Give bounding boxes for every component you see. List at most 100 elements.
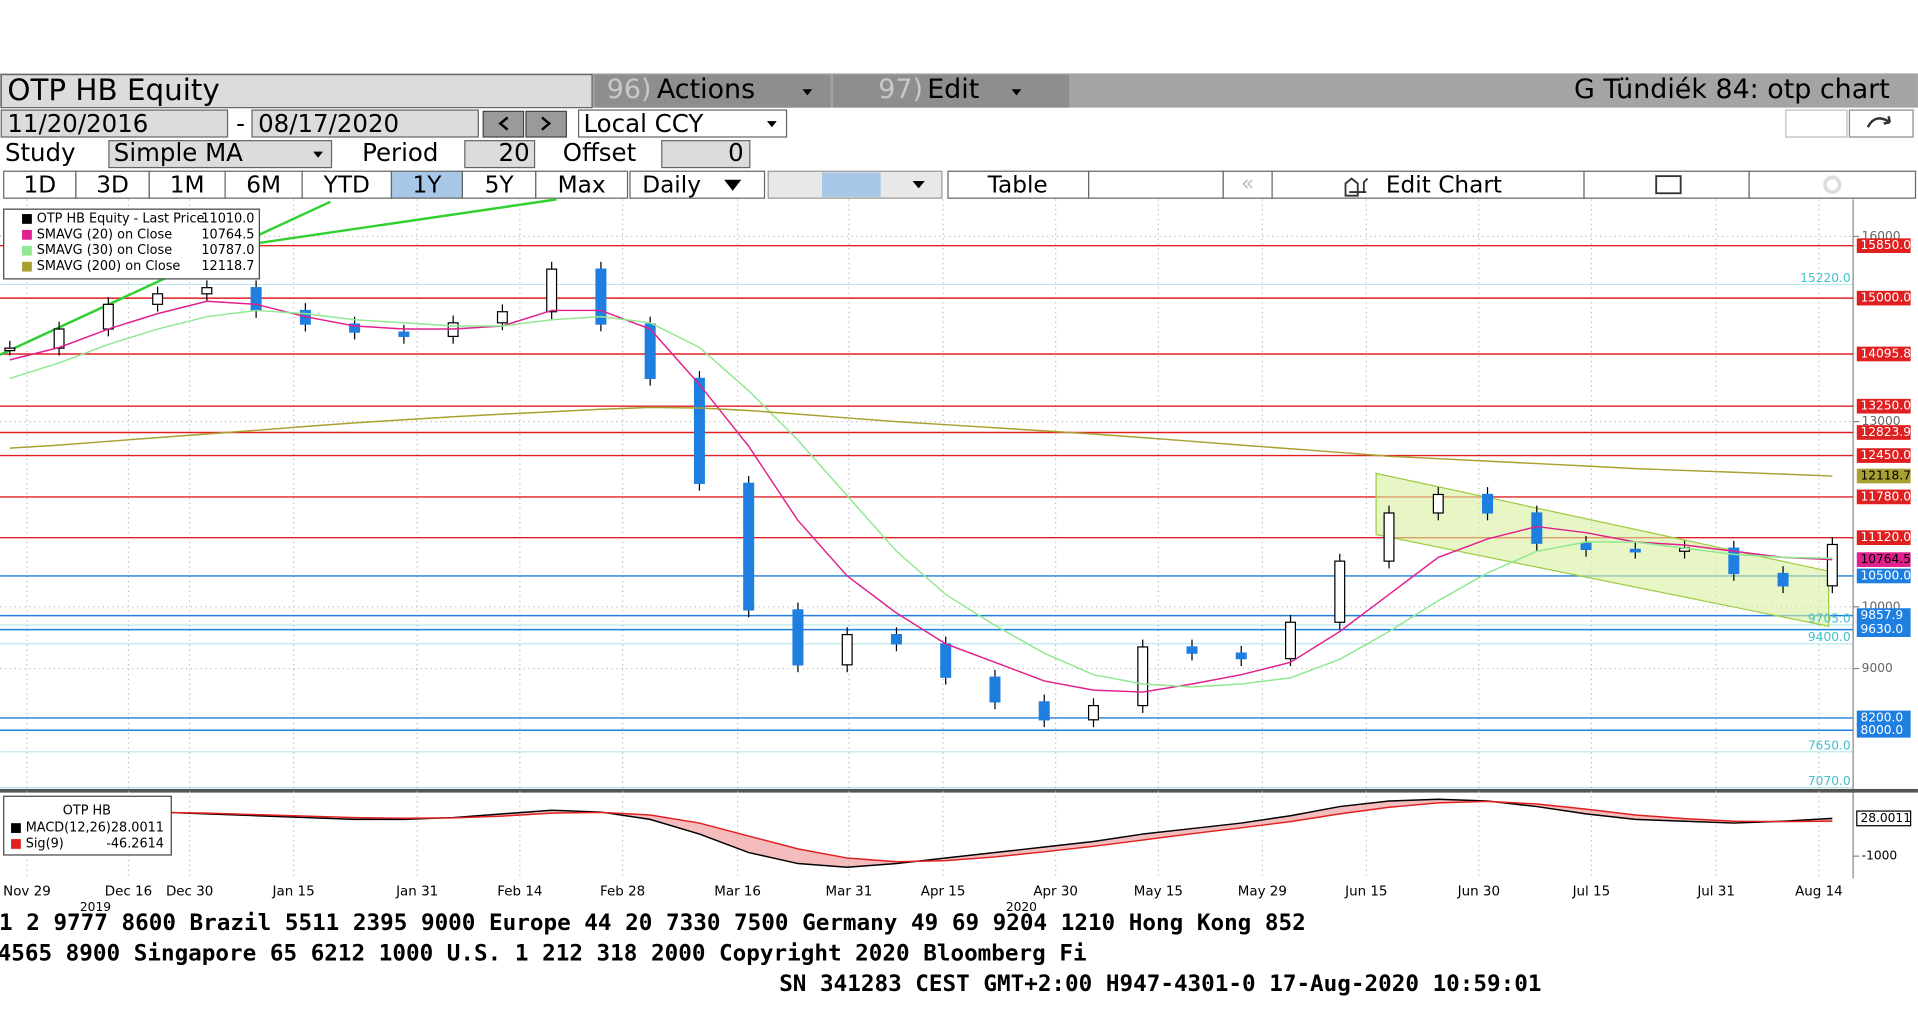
chart-type-active[interactable] [822,172,881,197]
legend-name: SMAVG (20) on Close [37,227,172,242]
level-label: 15000.0 [1860,291,1911,305]
offset: 0 [728,138,744,167]
date-to: 08/17/2020 [258,109,399,138]
candle [1728,547,1740,575]
security-box[interactable] [0,74,593,109]
legend-name: MACD(12,26) [26,821,111,836]
level-label: 7650.0 [1808,738,1851,752]
field-label: Offset [563,138,636,167]
candle [595,268,607,325]
candle [1482,493,1494,514]
undo-button[interactable] [1785,109,1848,138]
level-label: 8000.0 [1860,723,1903,737]
candle [1629,548,1641,553]
candle [890,633,902,645]
range-button[interactable] [148,170,226,199]
legend-value: 11010.0 [201,211,254,226]
candle [644,323,656,380]
macd-line [9,798,1833,868]
level-tag [1856,346,1911,362]
level-tag [1856,568,1911,584]
candle [1235,652,1247,660]
dropdown-arrow [766,121,777,128]
candle [1186,646,1198,654]
legend-name: SMAVG (200) on Close [37,259,181,274]
range-button[interactable] [301,170,393,199]
edit-menu[interactable] [833,74,1070,108]
macd-tag-label: 28.0011 [1860,811,1911,825]
x-tick-label: May 15 [1134,885,1183,900]
edit-chart: Edit Chart [1386,171,1502,198]
date-field[interactable] [251,109,479,138]
period: 20 [499,138,530,167]
date-from: 11/20/2016 [7,109,148,138]
legend-value: 28.0011 [111,821,164,836]
macd-tag [1856,810,1912,827]
candle [1777,572,1789,587]
y-tick-label: 9000 [1862,661,1893,675]
candle [1087,704,1099,721]
plot-area [0,199,1854,789]
range-button[interactable] [3,170,77,199]
table-button[interactable] [947,170,1090,199]
level-label: 10764.5 [1860,552,1911,566]
range-button[interactable] [390,170,464,199]
level-label: 10500.0 [1860,568,1911,582]
candle [4,347,16,352]
level-label: 7070.0 [1808,774,1851,788]
level-tag [1856,608,1911,623]
range-button[interactable] [535,170,629,199]
candle [152,293,164,305]
study: Simple MA [114,138,243,167]
redo-button[interactable] [1848,109,1914,138]
x-tick-label: Apr 15 [921,885,966,900]
range-label: 1D [23,171,56,198]
currency-select[interactable] [577,109,788,138]
legend [3,208,260,280]
candle [53,328,65,349]
date-field[interactable] [0,109,229,138]
level-label: 12450.0 [1860,448,1911,462]
level-tag [1856,552,1911,567]
candle [792,609,804,666]
edit-chart-button[interactable] [1271,170,1585,199]
footer-line: SN 341283 CEST GMT+2:00 H947-4301-0 17-A… [779,971,1541,997]
legend-swatch [22,214,32,224]
table: Table [987,171,1048,198]
prev-button[interactable] [482,110,525,138]
level-tag [1856,448,1911,463]
level-tag [1856,722,1911,738]
level-label: 13250.0 [1860,399,1911,413]
actions-menu[interactable] [594,74,831,108]
menu-num: 97) [878,74,923,105]
level-label: 15850.0 [1860,238,1911,252]
range-label: YTD [323,171,370,198]
dropdown-arrow [724,179,742,191]
security: OTP HB Equity [7,73,219,107]
level-label: 9400.0 [1808,630,1851,644]
collapse-button[interactable] [1222,170,1273,199]
menu-num: 96) [607,74,652,105]
candle [496,311,508,324]
offset-field[interactable] [661,140,751,169]
macd-line [9,800,1833,863]
candle [1285,621,1297,660]
candle [841,633,853,666]
window-title: G Tündiék 84: otp chart [1574,74,1890,105]
candle [250,287,262,312]
settings-button[interactable] [1748,170,1917,199]
legend-swatch [11,823,21,833]
icon [1655,175,1682,195]
x-tick-label: Dec 30 [166,885,213,900]
date-sep: - [236,109,245,138]
frequency-select[interactable] [629,170,766,199]
x-tick-label: Nov 29 [3,885,51,900]
legend-value: 12118.7 [201,259,254,274]
x-tick-label: Apr 30 [1033,885,1078,900]
next-button[interactable] [525,110,567,138]
study-select[interactable] [108,140,333,169]
period-field[interactable] [464,140,536,169]
level-tag [1856,468,1911,484]
y-tick-label: 13000 [1862,414,1901,428]
